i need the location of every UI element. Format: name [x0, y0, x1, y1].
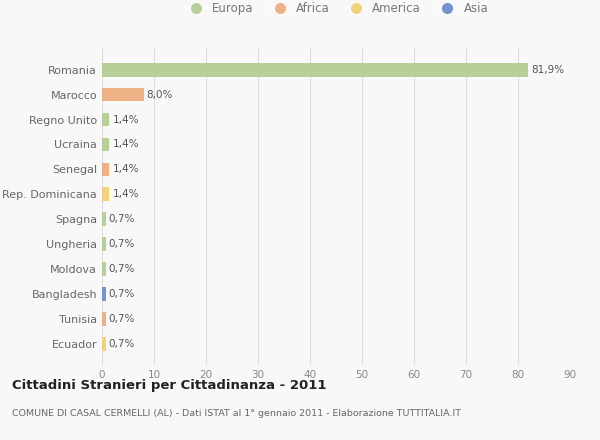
Bar: [102, 113, 109, 126]
Text: 8,0%: 8,0%: [147, 90, 173, 99]
Text: 0,7%: 0,7%: [109, 264, 135, 274]
Bar: [102, 63, 528, 77]
Bar: [102, 262, 106, 276]
Text: Cittadini Stranieri per Cittadinanza - 2011: Cittadini Stranieri per Cittadinanza - 2…: [12, 379, 326, 392]
Bar: [102, 237, 106, 251]
Bar: [102, 88, 143, 102]
Text: 1,4%: 1,4%: [112, 114, 139, 125]
Bar: [102, 312, 106, 326]
Bar: [102, 287, 106, 301]
Text: 0,7%: 0,7%: [109, 214, 135, 224]
Text: 81,9%: 81,9%: [531, 65, 564, 75]
Text: 0,7%: 0,7%: [109, 314, 135, 324]
Bar: [102, 187, 109, 201]
Bar: [102, 162, 109, 176]
Text: 1,4%: 1,4%: [112, 189, 139, 199]
Text: 1,4%: 1,4%: [112, 139, 139, 150]
Text: 1,4%: 1,4%: [112, 165, 139, 174]
Text: COMUNE DI CASAL CERMELLI (AL) - Dati ISTAT al 1° gennaio 2011 - Elaborazione TUT: COMUNE DI CASAL CERMELLI (AL) - Dati IST…: [12, 409, 461, 418]
Bar: [102, 337, 106, 351]
Text: 0,7%: 0,7%: [109, 339, 135, 349]
Text: 0,7%: 0,7%: [109, 239, 135, 249]
Bar: [102, 138, 109, 151]
Bar: [102, 213, 106, 226]
Text: 0,7%: 0,7%: [109, 289, 135, 299]
Legend: Europa, Africa, America, Asia: Europa, Africa, America, Asia: [179, 0, 493, 20]
